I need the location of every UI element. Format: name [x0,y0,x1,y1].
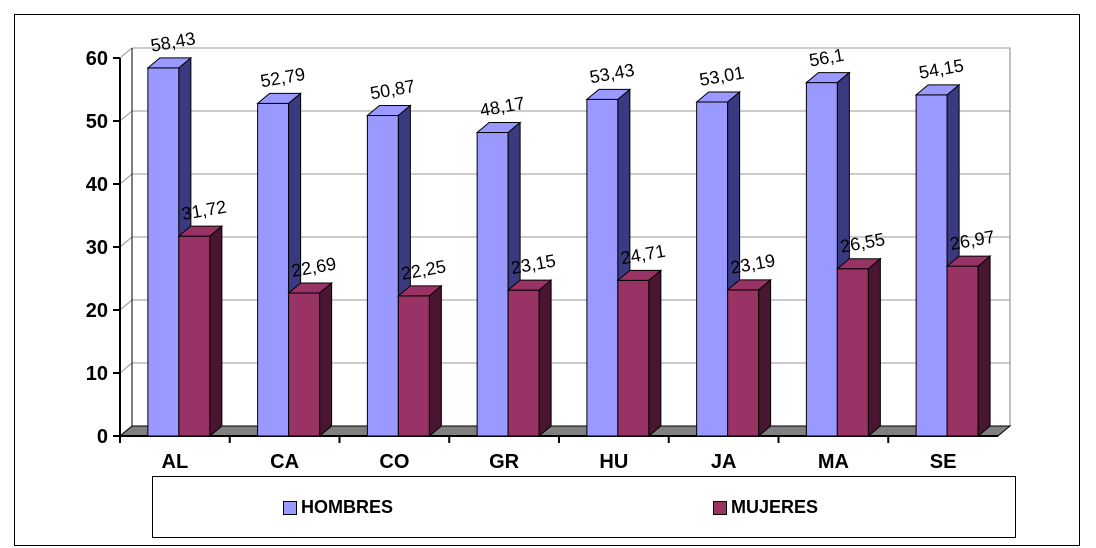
bar-side-mujeres-hu [648,269,662,438]
bar-hombres-ma [805,82,838,437]
bar-side-mujeres-gr [538,279,552,438]
bar-side-mujeres-co [428,284,442,438]
bar-mujeres-gr [507,289,540,437]
legend-item-mujeres: MUJERES [713,497,818,518]
bar-mujeres-co [397,295,430,437]
bar-hombres-co [366,115,399,437]
x-category-label: GR [489,451,520,473]
bar-side-mujeres-ja [758,278,772,438]
y-tick-label: 10 [86,363,108,385]
legend-label-hombres: HOMBRES [301,497,394,517]
bar-mujeres-ja [727,289,760,437]
x-category-label: SE [930,451,957,473]
legend: HOMBRES MUJERES [152,476,1016,538]
y-tick-label: 30 [86,237,108,259]
bar-mujeres-ma [836,268,869,437]
x-category-label: MA [818,451,849,473]
gridline-side [119,110,133,122]
x-category-label: CO [379,451,409,473]
bar-hombres-se [915,94,948,437]
legend-label-mujeres: MUJERES [731,497,819,517]
gridline-side [119,362,133,374]
gridline-side [119,173,133,185]
x-category-label: JA [711,451,737,473]
legend-item-hombres: HOMBRES [283,497,393,518]
legend-swatch-mujeres [713,500,727,515]
bar-hombres-ja [696,101,729,437]
y-tick-label: 50 [86,111,108,133]
bar-hombres-al [147,67,180,437]
bar-mujeres-hu [617,279,650,437]
gridline-side [119,299,133,311]
y-tick-label: 0 [97,426,108,448]
bar-side-mujeres-ma [867,257,881,438]
bar-side-mujeres-al [209,225,223,438]
bar-mujeres-se [946,265,979,437]
bar-side-mujeres-ca [319,281,333,438]
x-category-label: AL [162,451,189,473]
bar-mujeres-ca [288,292,321,437]
bar-mujeres-al [178,235,211,437]
x-category-label: HU [599,451,628,473]
legend-swatch-hombres [283,500,297,515]
bar-hombres-gr [476,132,509,437]
bar-hombres-hu [586,98,619,437]
y-tick-label: 60 [86,48,108,70]
x-category-label: CA [270,451,299,473]
bar-side-mujeres-se [977,255,991,438]
gridline-side [119,236,133,248]
gridline-side [119,47,133,59]
bar-hombres-ca [257,102,290,437]
y-tick-label: 20 [86,300,108,322]
y-tick-label: 40 [86,174,108,196]
